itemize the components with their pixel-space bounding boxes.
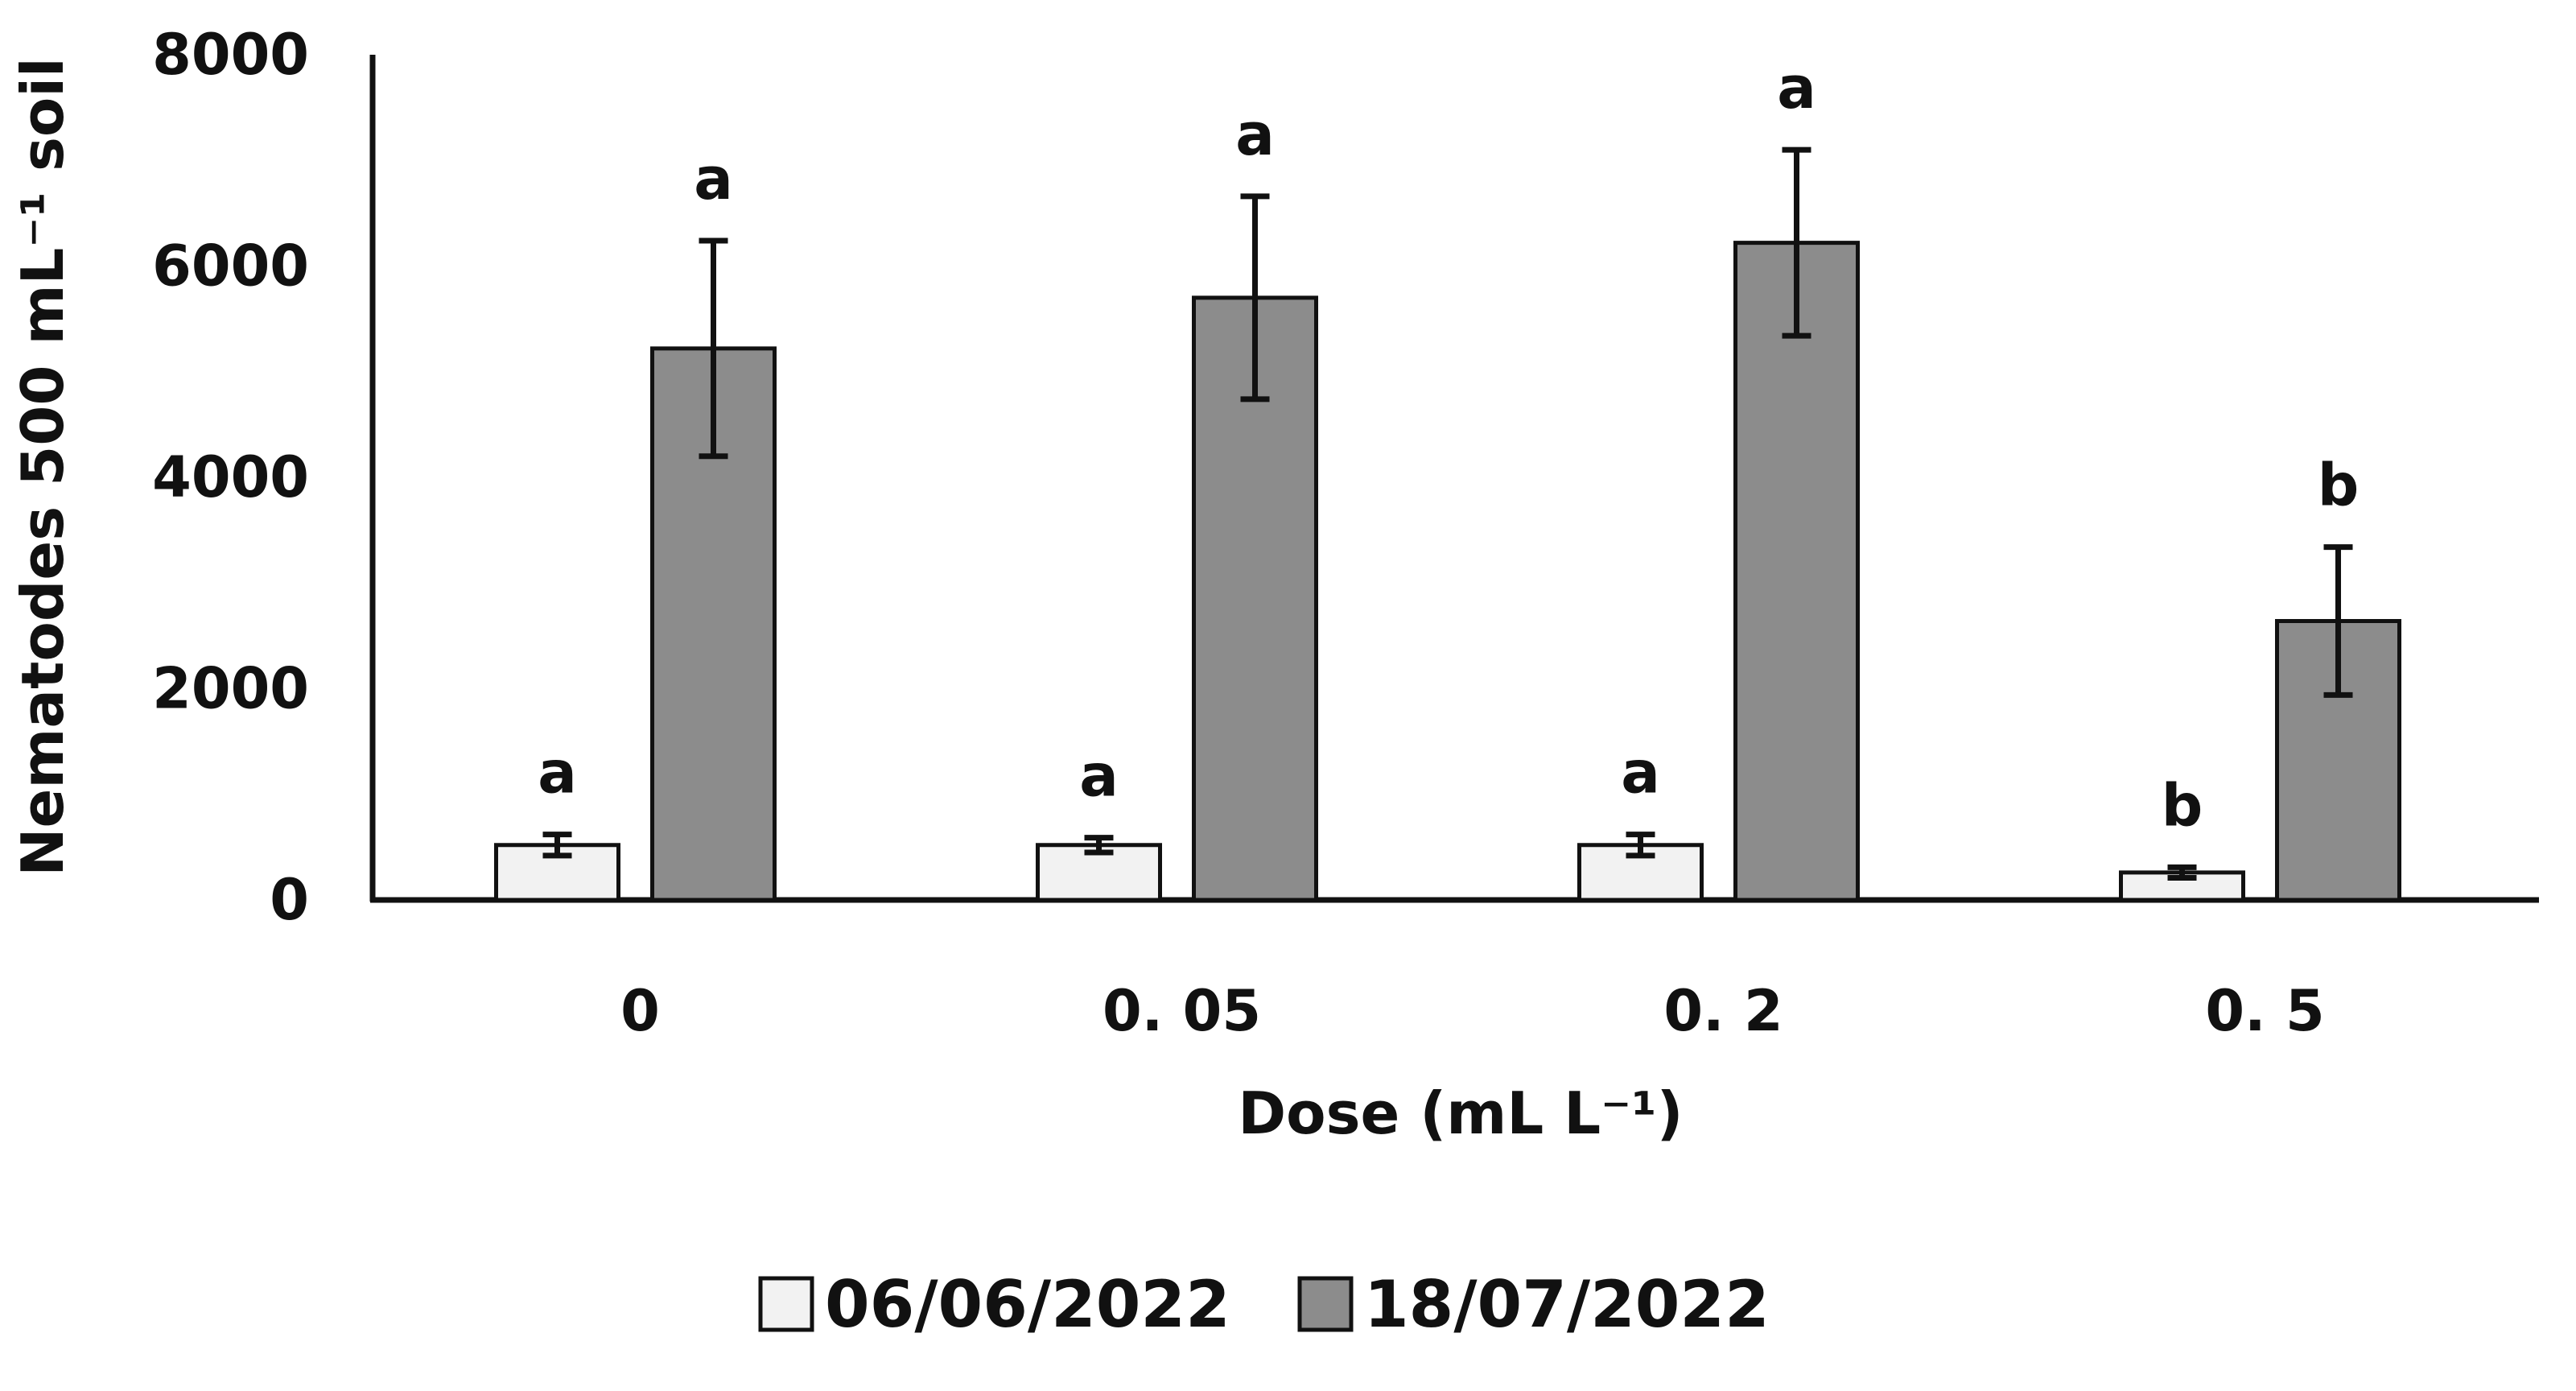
y-tick-label: 4000 — [152, 444, 309, 510]
bar — [1733, 241, 1860, 902]
significance-letter: a — [694, 145, 733, 213]
significance-letter: a — [1621, 739, 1660, 807]
legend-swatch — [758, 1276, 814, 1332]
x-tick-label: 0. 05 — [1103, 978, 1261, 1044]
significance-letter: b — [2318, 452, 2360, 519]
significance-letter: b — [2162, 771, 2203, 839]
y-tick-label: 8000 — [152, 22, 309, 88]
legend: 06/06/2022 18/07/2022 — [758, 1267, 1770, 1342]
legend-label: 06/06/2022 — [825, 1267, 1230, 1342]
x-axis-title: Dose (mL L⁻¹) — [1238, 1079, 1683, 1147]
y-tick-label: 2000 — [152, 656, 309, 722]
x-tick-label: 0 — [620, 978, 660, 1044]
bar — [650, 346, 777, 902]
y-tick-label: 6000 — [152, 233, 309, 299]
significance-letter: a — [1777, 54, 1816, 122]
significance-letter: a — [1079, 742, 1119, 810]
y-tick-label: 0 — [270, 867, 309, 933]
plot-area: 0 2000 4000 6000 8000 0 a a 0. 05 a a 0. 2 a a 0. 5 b b — [152, 22, 2539, 1044]
significance-letter: a — [538, 739, 577, 807]
legend-label: 18/07/2022 — [1364, 1267, 1770, 1342]
legend-item: 06/06/2022 — [758, 1267, 1230, 1342]
significance-letter: a — [1235, 101, 1275, 168]
y-axis-title: Nematodes 500 mL⁻¹ soil — [9, 57, 76, 876]
legend-item: 18/07/2022 — [1297, 1267, 1770, 1342]
x-tick-label: 0. 2 — [1663, 978, 1783, 1044]
bar — [2275, 619, 2401, 902]
x-tick-label: 0. 5 — [2205, 978, 2324, 1044]
legend-swatch — [1297, 1276, 1354, 1332]
